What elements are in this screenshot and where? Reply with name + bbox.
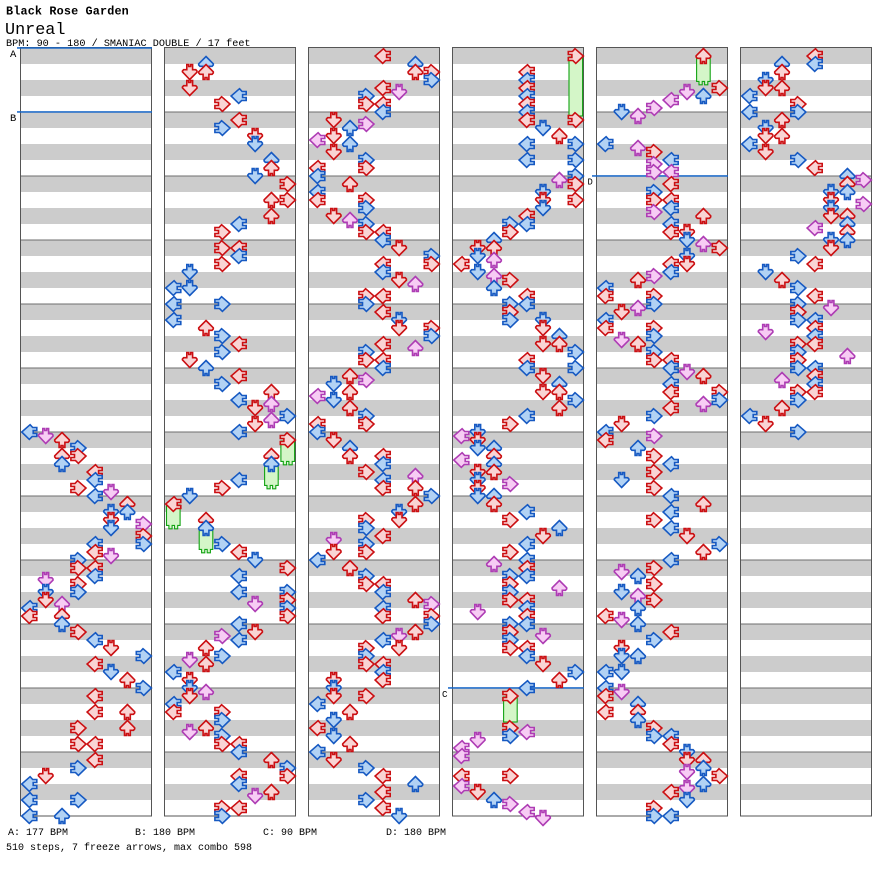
svg-text:510 steps, 7 freeze arrows, ma: 510 steps, 7 freeze arrows, max combo 59… bbox=[6, 842, 252, 854]
svg-text:BPM: 90 - 180 / SMANIAC DOUBLE: BPM: 90 - 180 / SMANIAC DOUBLE / 17 feet bbox=[6, 38, 251, 50]
svg-text:C: C bbox=[442, 689, 448, 700]
svg-text:A: 177 BPM: A: 177 BPM bbox=[8, 828, 68, 839]
svg-text:Black Rose Garden: Black Rose Garden bbox=[6, 5, 129, 19]
svg-text:D: 180 BPM: D: 180 BPM bbox=[386, 828, 446, 839]
svg-text:D: D bbox=[588, 178, 593, 188]
svg-text:A: A bbox=[10, 49, 17, 61]
svg-text:Unreal: Unreal bbox=[5, 21, 65, 40]
svg-text:C: 90 BPM: C: 90 BPM bbox=[263, 828, 317, 839]
svg-text:B: 180 BPM: B: 180 BPM bbox=[135, 828, 195, 839]
svg-text:B: B bbox=[10, 113, 16, 125]
